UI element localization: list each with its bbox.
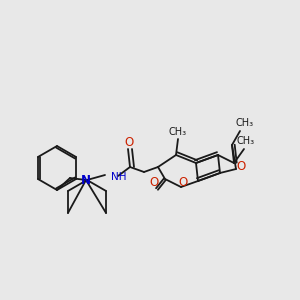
Text: CH₃: CH₃	[237, 136, 255, 146]
Text: N: N	[81, 173, 91, 187]
Text: O: O	[236, 160, 246, 172]
Text: NH: NH	[111, 172, 127, 182]
Text: O: O	[149, 176, 159, 188]
Text: O: O	[124, 136, 134, 148]
Text: CH₃: CH₃	[169, 127, 187, 137]
Text: CH₃: CH₃	[236, 118, 254, 128]
Text: O: O	[178, 176, 188, 188]
